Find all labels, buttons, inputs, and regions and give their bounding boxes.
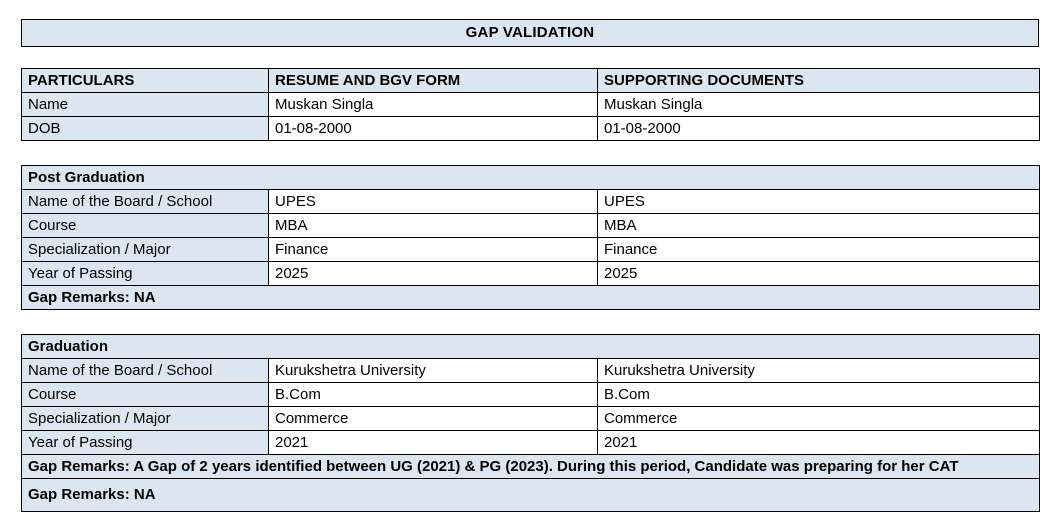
column-header-particulars: PARTICULARS	[21, 68, 269, 93]
grad-year-supporting-value: 2021	[596, 430, 1041, 455]
grad-gap-remarks-na: Gap Remarks: NA	[20, 478, 1041, 512]
column-header-supporting-docs: SUPPORTING DOCUMENTS	[597, 68, 1040, 93]
table-row-year-of-passing: Year of Passing 2025 2025	[21, 261, 1041, 286]
grad-board-resume-value: Kurukshetra University	[268, 358, 598, 383]
table-row-year-of-passing: Year of Passing 2021 2021	[21, 430, 1041, 455]
table-row-course: Course B.Com B.Com	[21, 382, 1041, 407]
table-row-dob: DOB 01-08-2000 01-08-2000	[21, 116, 1040, 141]
row-label-board-school: Name of the Board / School	[21, 358, 269, 383]
name-supporting-value: Muskan Singla	[597, 92, 1040, 117]
section-header-row: Graduation	[20, 334, 1041, 359]
gap-remarks-detail-row: Gap Remarks: A Gap of 2 years identified…	[20, 454, 1041, 479]
section-title-graduation: Graduation	[20, 334, 1041, 359]
section-header-row: Post Graduation	[20, 165, 1041, 190]
row-label-year-of-passing: Year of Passing	[21, 261, 269, 286]
pg-board-supporting-value: UPES	[596, 189, 1041, 214]
particulars-table: PARTICULARS RESUME AND BGV FORM SUPPORTI…	[21, 68, 1040, 141]
pg-year-resume-value: 2025	[268, 261, 598, 286]
table-row-course: Course MBA MBA	[21, 213, 1041, 238]
dob-supporting-value: 01-08-2000	[597, 116, 1040, 141]
dob-resume-value: 01-08-2000	[268, 116, 598, 141]
grad-board-supporting-value: Kurukshetra University	[596, 358, 1041, 383]
row-label-board-school: Name of the Board / School	[21, 189, 269, 214]
grad-year-resume-value: 2021	[268, 430, 598, 455]
table-row-name: Name Muskan Singla Muskan Singla	[21, 92, 1040, 117]
graduation-table: Graduation Name of the Board / School Ku…	[20, 334, 1041, 512]
section-title-post-graduation: Post Graduation	[20, 165, 1041, 190]
pg-course-supporting-value: MBA	[596, 213, 1041, 238]
table-row-specialization: Specialization / Major Finance Finance	[21, 237, 1041, 262]
table-row-board-school: Name of the Board / School Kurukshetra U…	[21, 358, 1041, 383]
grad-course-resume-value: B.Com	[268, 382, 598, 407]
grad-gap-remarks-detail: Gap Remarks: A Gap of 2 years identified…	[20, 454, 1041, 479]
grad-specialization-resume-value: Commerce	[268, 406, 598, 431]
pg-year-supporting-value: 2025	[596, 261, 1041, 286]
pg-specialization-resume-value: Finance	[268, 237, 598, 262]
name-resume-value: Muskan Singla	[268, 92, 598, 117]
pg-course-resume-value: MBA	[268, 213, 598, 238]
table-row-board-school: Name of the Board / School UPES UPES	[21, 189, 1041, 214]
row-label-specialization: Specialization / Major	[21, 406, 269, 431]
pg-gap-remarks: Gap Remarks: NA	[20, 285, 1041, 310]
pg-board-resume-value: UPES	[268, 189, 598, 214]
gap-remarks-na-row: Gap Remarks: NA	[20, 478, 1041, 512]
column-header-resume-bgv: RESUME AND BGV FORM	[268, 68, 598, 93]
gap-remarks-row: Gap Remarks: NA	[20, 285, 1041, 310]
grad-course-supporting-value: B.Com	[596, 382, 1041, 407]
page-title: GAP VALIDATION	[21, 19, 1039, 47]
row-label-specialization: Specialization / Major	[21, 237, 269, 262]
row-label-course: Course	[21, 382, 269, 407]
row-label-year-of-passing: Year of Passing	[21, 430, 269, 455]
row-label-name: Name	[21, 92, 269, 117]
pg-specialization-supporting-value: Finance	[596, 237, 1041, 262]
row-label-course: Course	[21, 213, 269, 238]
row-label-dob: DOB	[21, 116, 269, 141]
table-header-row: PARTICULARS RESUME AND BGV FORM SUPPORTI…	[21, 68, 1040, 93]
post-graduation-table: Post Graduation Name of the Board / Scho…	[20, 165, 1041, 310]
grad-specialization-supporting-value: Commerce	[596, 406, 1041, 431]
table-row-specialization: Specialization / Major Commerce Commerce	[21, 406, 1041, 431]
